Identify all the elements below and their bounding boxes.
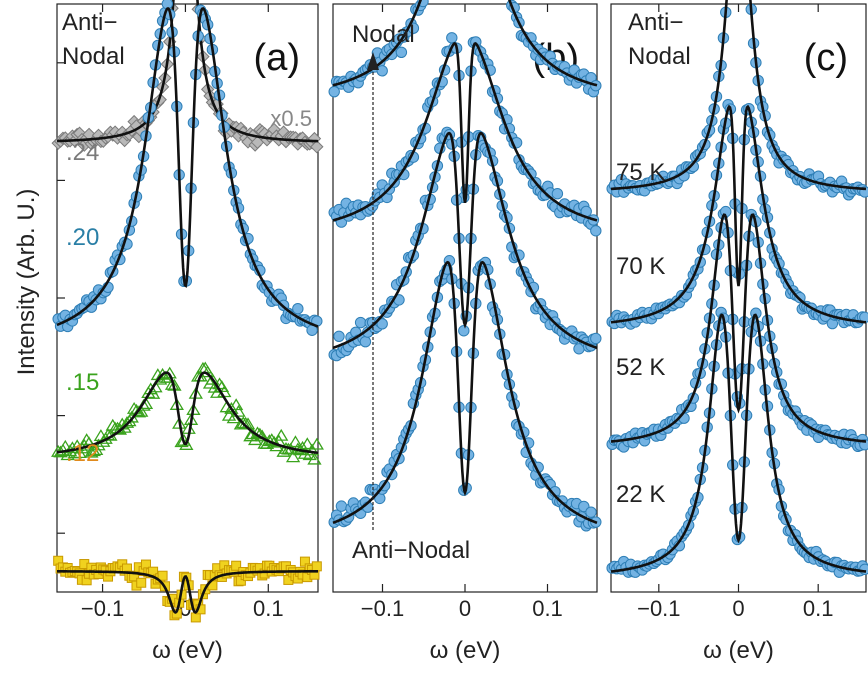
x-tick-label: 0	[732, 596, 744, 621]
data-point	[335, 500, 348, 512]
data-point	[84, 445, 99, 458]
data-point	[359, 335, 372, 348]
data-point	[376, 318, 388, 330]
fit-line	[332, 260, 598, 525]
series--12	[53, 555, 322, 623]
data-point	[193, 369, 208, 382]
data-point	[307, 452, 322, 465]
x-tick-label: −0.1	[637, 596, 680, 621]
panel-a: −0.1 0 0.1ω (eV)(a).24.20.15.12Anti−Nodalx…	[51, 0, 324, 664]
series-52-K	[606, 205, 868, 453]
x-axis-label: ω (eV)	[703, 637, 774, 664]
panel-label: (c)	[804, 37, 848, 79]
x-tick-label: 0	[459, 596, 471, 621]
data-point	[274, 428, 289, 441]
x-axis-label: ω (eV)	[430, 637, 501, 664]
series--15	[51, 361, 324, 465]
panel-c: −0.1 0 0.1 ω (eV) (c) Anti− Nodal 75 K 70 K 52 K 2…	[606, 0, 868, 664]
data-point	[310, 140, 324, 154]
temperature-label: 75 K	[616, 159, 665, 186]
data-point	[300, 437, 315, 450]
fit-line	[610, 213, 867, 443]
data-point	[309, 437, 324, 450]
annotation: Nodal	[352, 21, 415, 48]
data-point	[164, 377, 180, 390]
x-axis-label: ω (eV)	[152, 637, 223, 664]
data-point	[285, 450, 301, 463]
fit-line	[610, 104, 867, 324]
fit-line	[56, 0, 319, 143]
data-point	[354, 316, 367, 329]
series-label: .24	[66, 139, 99, 166]
data-point	[157, 570, 168, 581]
temperature-label: 52 K	[616, 354, 665, 381]
fit-line	[56, 371, 319, 455]
data-point	[292, 303, 304, 315]
temperature-label: 22 K	[616, 481, 665, 508]
series--20	[52, 0, 323, 336]
data-point	[231, 404, 246, 417]
fit-line	[332, 42, 598, 222]
series-label: .15	[66, 369, 99, 396]
data-point	[179, 438, 194, 450]
annotation: Nodal	[628, 43, 691, 70]
data-point	[590, 225, 602, 237]
series-curve-2	[328, 126, 602, 362]
series-label: .12	[66, 440, 99, 467]
x-tick-label: 0.1	[532, 596, 563, 621]
fit-line	[56, 6, 319, 328]
data-point	[395, 46, 408, 59]
annotation: Anti−	[628, 9, 683, 36]
annotation: Anti−	[62, 9, 117, 36]
data-point	[585, 506, 597, 518]
data-point	[81, 436, 97, 449]
data-point	[172, 416, 187, 429]
temperature-label: 70 K	[616, 253, 665, 280]
data-point	[304, 443, 320, 456]
y-axis-label: Intensity (Arb. U.)	[13, 189, 40, 376]
annotation: Nodal	[62, 43, 125, 70]
data-point	[551, 187, 564, 200]
data-point	[590, 332, 602, 345]
fit-line	[610, 0, 867, 191]
data-point	[86, 444, 101, 457]
data-point	[376, 65, 388, 77]
data-point	[333, 330, 345, 342]
series-75-K	[606, 0, 868, 201]
annotation: Anti−Nodal	[352, 537, 470, 564]
fit-line	[57, 569, 318, 614]
x-tick-label: −0.1	[81, 596, 124, 621]
x-tick-label: 0.1	[803, 596, 834, 621]
series-70-K	[606, 98, 868, 330]
x-tick-label: 0.1	[253, 596, 284, 621]
data-point	[458, 325, 470, 337]
series-label: .20	[66, 224, 99, 251]
annotation: x0.5	[270, 106, 312, 131]
data-point	[446, 32, 458, 44]
data-point	[136, 577, 147, 588]
data-point	[264, 433, 279, 446]
fit-line	[332, 131, 598, 350]
panel-label: (a)	[254, 37, 300, 79]
series-22-K	[606, 306, 868, 578]
data-point	[224, 401, 239, 414]
series-curve-3	[328, 255, 602, 532]
arrow-head	[367, 52, 379, 70]
data-point	[126, 401, 142, 414]
data-point	[859, 563, 868, 575]
data-point	[231, 560, 242, 571]
data-point	[311, 561, 322, 572]
x-tick-label: −0.1	[361, 596, 404, 621]
data-point	[205, 372, 220, 385]
fit-line	[610, 313, 867, 573]
